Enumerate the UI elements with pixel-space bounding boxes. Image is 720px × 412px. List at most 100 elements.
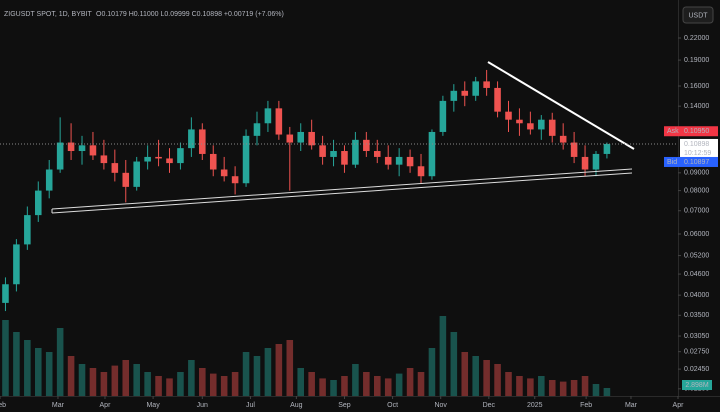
volume-bar bbox=[603, 388, 611, 396]
volume-bar bbox=[286, 340, 294, 396]
volume-bar bbox=[177, 372, 184, 396]
plot bbox=[2, 69, 611, 396]
candle-body bbox=[592, 153, 600, 170]
x-tick-label: Jul bbox=[246, 402, 255, 409]
volume-bar bbox=[199, 368, 206, 396]
candle-body bbox=[297, 131, 305, 143]
symbol: ZIGUSDT SPOT, 1D, BYBIT bbox=[4, 11, 93, 18]
y-tick-label: 0.03050 bbox=[684, 333, 709, 340]
candle-body bbox=[406, 156, 414, 167]
candle-body bbox=[461, 90, 469, 96]
volume-bar bbox=[220, 376, 228, 396]
countdown: 10:12:59 bbox=[684, 150, 711, 157]
y-tick-label: 0.03500 bbox=[684, 312, 709, 319]
y-tick-label: 0.19000 bbox=[684, 57, 709, 64]
volume-bar bbox=[67, 356, 75, 396]
candle-body bbox=[231, 176, 239, 184]
candle-body bbox=[275, 108, 283, 135]
candle-body bbox=[100, 155, 108, 164]
volume-bar bbox=[341, 376, 348, 396]
x-tick-label: Aug bbox=[290, 402, 303, 409]
volume-bar bbox=[417, 372, 425, 396]
volume-bar bbox=[516, 376, 523, 396]
candle-body bbox=[494, 87, 501, 112]
volume-bar bbox=[428, 348, 436, 396]
candle-body bbox=[56, 142, 64, 170]
candle-body bbox=[286, 134, 294, 143]
volume-bar bbox=[24, 340, 31, 396]
ohlc: O0.10179 H0.11000 L0.09999 C0.10898 +0.0… bbox=[96, 11, 284, 18]
volume-bar bbox=[89, 368, 97, 396]
volume-bar bbox=[166, 378, 173, 396]
candle-body bbox=[220, 169, 228, 177]
candle-body bbox=[570, 142, 578, 157]
bid-label: Bid bbox=[667, 159, 677, 166]
volume-bar bbox=[384, 378, 392, 396]
candle-body bbox=[417, 166, 425, 177]
volume-bar bbox=[472, 356, 479, 396]
y-tick-label: 0.06000 bbox=[684, 231, 709, 238]
volume-bar bbox=[56, 328, 64, 396]
x-tick-label: Nov bbox=[434, 402, 447, 409]
y-tick-label: 0.14000 bbox=[684, 103, 709, 110]
y-tick-label: 0.09000 bbox=[684, 170, 709, 177]
candle-body bbox=[483, 81, 490, 88]
candle-body bbox=[133, 161, 140, 187]
y-tick-label: 0.05200 bbox=[684, 252, 709, 259]
x-tick-label: Dec bbox=[483, 402, 496, 409]
candle-body bbox=[166, 158, 173, 164]
candle-body bbox=[548, 119, 556, 136]
candle-body bbox=[155, 156, 162, 159]
volume-bar bbox=[122, 360, 130, 396]
volume-bar bbox=[373, 376, 381, 396]
y-tick-label: 0.08000 bbox=[684, 187, 709, 194]
candle-body bbox=[384, 156, 392, 165]
volume-bar bbox=[2, 320, 9, 396]
currency-label[interactable]: USDT bbox=[688, 12, 708, 19]
candle-body bbox=[603, 143, 611, 154]
x-tick-label: Apr bbox=[673, 402, 685, 409]
candle-body bbox=[516, 119, 523, 124]
candle-body bbox=[253, 123, 261, 136]
candle-body bbox=[341, 151, 348, 165]
volume-bar bbox=[188, 360, 195, 396]
volume-bar bbox=[330, 380, 337, 396]
x-tick-label: Mar bbox=[52, 402, 65, 409]
candle-body bbox=[177, 148, 184, 164]
candle-body bbox=[188, 129, 195, 149]
bid-price: 0.10897 bbox=[684, 159, 709, 166]
volume-label: 2.898M bbox=[685, 382, 709, 389]
x-tick-label: 2025 bbox=[527, 402, 543, 409]
trendline bbox=[51, 172, 633, 214]
candle-body bbox=[330, 151, 337, 157]
candle-body bbox=[450, 90, 458, 101]
x-tick-label: Feb bbox=[0, 402, 6, 409]
candle-body bbox=[209, 153, 217, 170]
candle-body bbox=[395, 156, 403, 165]
candle-body bbox=[527, 123, 534, 130]
volume-bar bbox=[363, 372, 370, 396]
y-tick-label: 0.04600 bbox=[684, 271, 709, 278]
candle-body bbox=[67, 142, 75, 152]
volume-bar bbox=[581, 376, 589, 396]
candle-body bbox=[89, 145, 97, 156]
volume-bar bbox=[144, 372, 151, 396]
candle-body bbox=[439, 100, 447, 132]
currency-button[interactable] bbox=[682, 6, 714, 24]
volume-bar bbox=[242, 352, 250, 396]
volume-bar bbox=[450, 332, 458, 396]
y-tick-label: 0.22000 bbox=[684, 35, 709, 42]
x-tick-label: Mar bbox=[625, 402, 638, 409]
candle-body bbox=[13, 244, 20, 285]
candle-body bbox=[78, 145, 86, 152]
y-tick-label: 0.07000 bbox=[684, 208, 709, 215]
candle-body bbox=[428, 131, 436, 177]
volume-bar bbox=[548, 380, 556, 396]
candle-body bbox=[472, 81, 479, 96]
volume-bar bbox=[406, 368, 414, 396]
candle-body bbox=[34, 190, 42, 216]
candle-body bbox=[373, 151, 381, 157]
